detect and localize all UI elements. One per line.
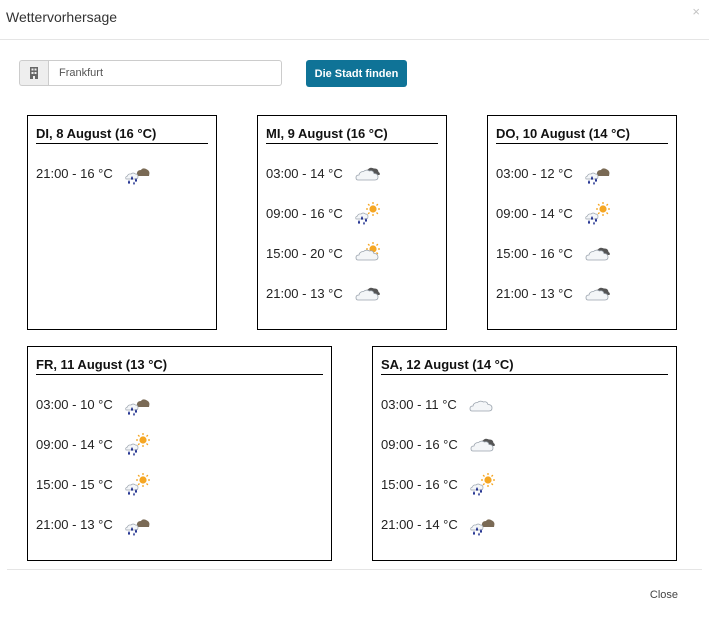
forecast-card-wednesday: MI, 9 August (16 °C) 03:00 - 14 °C 09:00…: [257, 115, 447, 330]
forecast-entry: 09:00 - 16 °C: [381, 429, 496, 459]
footer-divider: [7, 569, 702, 570]
day-title: MI, 9 August (16 °C): [266, 126, 438, 144]
forecast-entry: 15:00 - 20 °C: [266, 238, 381, 268]
forecast-text: 03:00 - 12 °C: [496, 165, 573, 181]
forecast-text: 03:00 - 14 °C: [266, 165, 343, 181]
forecast-entry: 15:00 - 15 °C: [36, 469, 151, 499]
day-title: DO, 10 August (14 °C): [496, 126, 668, 144]
forecast-entry: 03:00 - 10 °C: [36, 389, 151, 419]
forecast-card-thursday: DO, 10 August (14 °C) 03:00 - 12 °C 09:0…: [487, 115, 677, 330]
forecast-entry: 09:00 - 14 °C: [496, 198, 611, 228]
sun-rain-icon: [583, 200, 611, 226]
forecast-text: 15:00 - 20 °C: [266, 245, 343, 261]
sun-rain-icon: [468, 471, 496, 497]
sun-rain-icon: [353, 200, 381, 226]
cloudy-icon: [353, 280, 381, 306]
rain-clouds-icon: [468, 511, 496, 537]
building-icon: [19, 60, 48, 86]
forecast-text: 09:00 - 14 °C: [496, 205, 573, 221]
forecast-text: 21:00 - 13 °C: [266, 285, 343, 301]
cloudy-icon: [583, 240, 611, 266]
forecast-text: 21:00 - 13 °C: [36, 516, 113, 532]
forecast-text: 09:00 - 16 °C: [381, 436, 458, 452]
forecast-entry: 03:00 - 14 °C: [266, 158, 381, 188]
forecast-text: 21:00 - 13 °C: [496, 285, 573, 301]
dialog-header: Wettervorhersage ×: [0, 0, 709, 40]
forecast-entry: 21:00 - 13 °C: [36, 509, 151, 539]
forecast-entry: 03:00 - 11 °C: [381, 389, 495, 419]
forecast-text: 03:00 - 10 °C: [36, 396, 113, 412]
forecast-text: 15:00 - 16 °C: [381, 476, 458, 492]
close-button[interactable]: Close: [649, 589, 678, 601]
forecast-text: 15:00 - 15 °C: [36, 476, 113, 492]
day-title: FR, 11 August (13 °C): [36, 357, 323, 375]
forecast-entry: 15:00 - 16 °C: [381, 469, 496, 499]
cloudy-icon: [583, 280, 611, 306]
rain-clouds-icon: [123, 511, 151, 537]
forecast-entry: 09:00 - 14 °C: [36, 429, 151, 459]
forecast-entry: 21:00 - 14 °C: [381, 509, 496, 539]
dialog-title: Wettervorhersage: [6, 9, 118, 25]
forecast-entry: 21:00 - 13 °C: [496, 278, 611, 308]
forecast-entry: 21:00 - 13 °C: [266, 278, 381, 308]
city-input[interactable]: [48, 60, 282, 86]
cloudy-icon: [353, 160, 381, 186]
forecast-entry: 15:00 - 16 °C: [496, 238, 611, 268]
rain-clouds-icon: [583, 160, 611, 186]
forecast-entry: 03:00 - 12 °C: [496, 158, 611, 188]
rain-clouds-icon: [123, 160, 151, 186]
city-search: [19, 60, 282, 86]
find-city-button[interactable]: Die Stadt finden: [306, 60, 407, 87]
cloud-icon: [467, 391, 495, 417]
forecast-card-friday: FR, 11 August (13 °C) 03:00 - 10 °C 09:0…: [27, 346, 332, 561]
day-title: SA, 12 August (14 °C): [381, 357, 668, 375]
forecast-text: 15:00 - 16 °C: [496, 245, 573, 261]
forecast-card-tuesday: DI, 8 August (16 °C) 21:00 - 16 °C: [27, 115, 217, 330]
forecast-text: 03:00 - 11 °C: [381, 396, 457, 412]
forecast-entry: 09:00 - 16 °C: [266, 198, 381, 228]
rain-clouds-icon: [123, 391, 151, 417]
sun-rain-icon: [123, 471, 151, 497]
close-icon[interactable]: ×: [692, 4, 700, 19]
sun-cloud-icon: [353, 240, 381, 266]
forecast-entry: 21:00 - 16 °C: [36, 158, 151, 188]
cloudy-icon: [468, 431, 496, 457]
forecast-card-saturday: SA, 12 August (14 °C) 03:00 - 11 °C 09:0…: [372, 346, 677, 561]
forecast-text: 09:00 - 14 °C: [36, 436, 113, 452]
forecast-text: 21:00 - 16 °C: [36, 165, 113, 181]
forecast-text: 09:00 - 16 °C: [266, 205, 343, 221]
sun-rain-icon: [123, 431, 151, 457]
day-title: DI, 8 August (16 °C): [36, 126, 208, 144]
forecast-text: 21:00 - 14 °C: [381, 516, 458, 532]
